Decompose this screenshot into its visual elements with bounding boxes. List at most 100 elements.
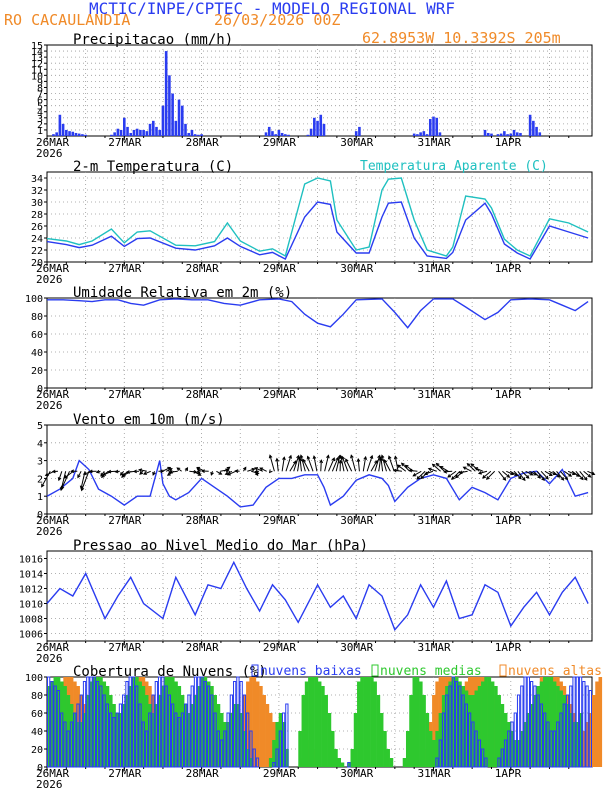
cloud-bar-nuvens-medias [141,686,146,767]
cloud-bar-nuvens-medias [187,713,191,767]
wind-vector-head [312,455,317,460]
wind-vector-head [474,467,479,471]
cloud-bar-nuvens-medias [549,677,554,767]
wind-vector-head [345,458,349,463]
wind-vector [61,471,71,490]
cloud-bar-nuvens-medias [311,677,315,767]
cloud-bar-nuvens-medias [432,740,436,767]
wind-vector-head [363,455,368,460]
cloud-bar-nuvens-medias [89,681,93,767]
cloud-bar-nuvens-baixas [233,681,237,768]
cloud-bar-nuvens-medias [151,713,155,767]
precip-xtick-label: 28MAR [186,136,219,149]
cloud-bar-nuvens-medias [494,686,498,767]
precip-bar [126,126,129,136]
wind-vector-head [591,471,596,476]
rh-title: Umidade Relativa em 2m (%) [73,285,292,301]
rh-frame [46,297,593,389]
temp-line-Temperatura-Aparente [46,177,589,258]
cloud-bar-nuvens-medias [47,686,51,767]
slp-xtick-label: 27MAR [108,641,141,654]
wind-vector-head [254,467,259,471]
cloud-bar-nuvens-medias [383,731,387,767]
cloud-bar-nuvens-medias [337,758,342,767]
wind-vector-head [420,475,425,480]
precip-bar [180,105,184,136]
cloud-bar-nuvens-baixas [481,748,485,768]
cloud-bar-nuvens-baixas [461,694,465,768]
wind-vector [335,455,341,472]
cloud-bar-nuvens-medias [128,686,133,767]
cloud-bar-nuvens-medias [157,695,162,767]
wind-vector [540,470,549,480]
wind-vector-head [218,471,223,475]
wind-vector-head [338,459,343,464]
precip-bar [171,93,174,136]
cloud-bar-nuvens-baixas [128,676,132,768]
wind-ytick-label: 4 [37,439,43,450]
cloud-bar-nuvens-baixas [76,703,80,768]
precip-bar [538,132,542,136]
wind-vector [58,471,63,481]
cloud-bar-nuvens-medias [562,695,567,767]
cloud-bar-nuvens-medias [490,681,495,767]
cloud-bar-nuvens-medias [536,686,541,767]
precip-ytick-label: 3 [37,114,43,125]
cloud-bar-nuvens-baixas [529,681,534,768]
wind-vector-head [326,454,330,459]
wind-vector [513,470,522,480]
wind-vector-head [564,476,569,481]
cloud-bar-nuvens-baixas [347,762,351,768]
wind-vector [440,466,449,472]
cloud-bar-nuvens-medias [233,704,237,767]
precip-bar [412,133,416,136]
slp-xtick-label: 28MAR [186,641,219,654]
cloud-bar-nuvens-baixas [193,676,198,768]
wind-vector-head [408,468,413,473]
wind-vector [388,456,395,472]
wind-vector [502,470,510,478]
cloud-bar-nuvens-medias [389,758,394,767]
precip-bar [52,134,55,136]
precip-bar [267,126,271,136]
wind-vector [397,464,407,472]
wind-vector [223,466,231,472]
precip-ytick-label: 10 [31,71,43,82]
wind-vector-head [412,473,417,477]
wind-vector-head [423,471,428,476]
cloud-bar-nuvens-baixas [197,676,201,768]
precip-bar [132,129,136,136]
cloud-bar-nuvens-medias [109,695,113,767]
cloud-bar-nuvens-baixas [578,676,583,768]
wind-vector [276,458,279,472]
cloud-bar-nuvens-medias [197,686,201,767]
wind-vector [81,471,90,491]
wind-vector [409,469,418,472]
cloud-bar-nuvens-medias [301,695,306,767]
wind-vector [383,459,391,472]
wind-ytick-label: 2 [37,474,43,485]
wind-vector-head [125,470,130,474]
wind-vector-head [138,468,143,472]
wind-vector [529,470,537,476]
cloud-bar-nuvens-medias [500,704,505,767]
rh-xtick-label: 29MAR [263,388,296,401]
precip-bar [65,129,68,136]
wind-vector [506,470,514,475]
slp-xtick-label: 30MAR [340,641,373,654]
slp-xtick-label: 29MAR [263,641,296,654]
precip-bar [422,131,426,136]
precip-bar [197,134,200,136]
cloud-bar-nuvens-baixas [154,681,158,768]
wind-vector-head [200,469,205,473]
cloud-bar-nuvens-altas [265,704,270,767]
cloud-bar-nuvens-medias [164,677,169,767]
precip-bar [174,120,178,136]
rh-ytick-label: 80 [31,312,43,323]
cloud-bar-nuvens-baixas [559,712,563,768]
cloud-bar-nuvens-altas [595,681,599,767]
precip-bar [129,132,133,136]
cloud-bar-nuvens-medias [569,713,573,767]
wind-vector [474,467,484,472]
